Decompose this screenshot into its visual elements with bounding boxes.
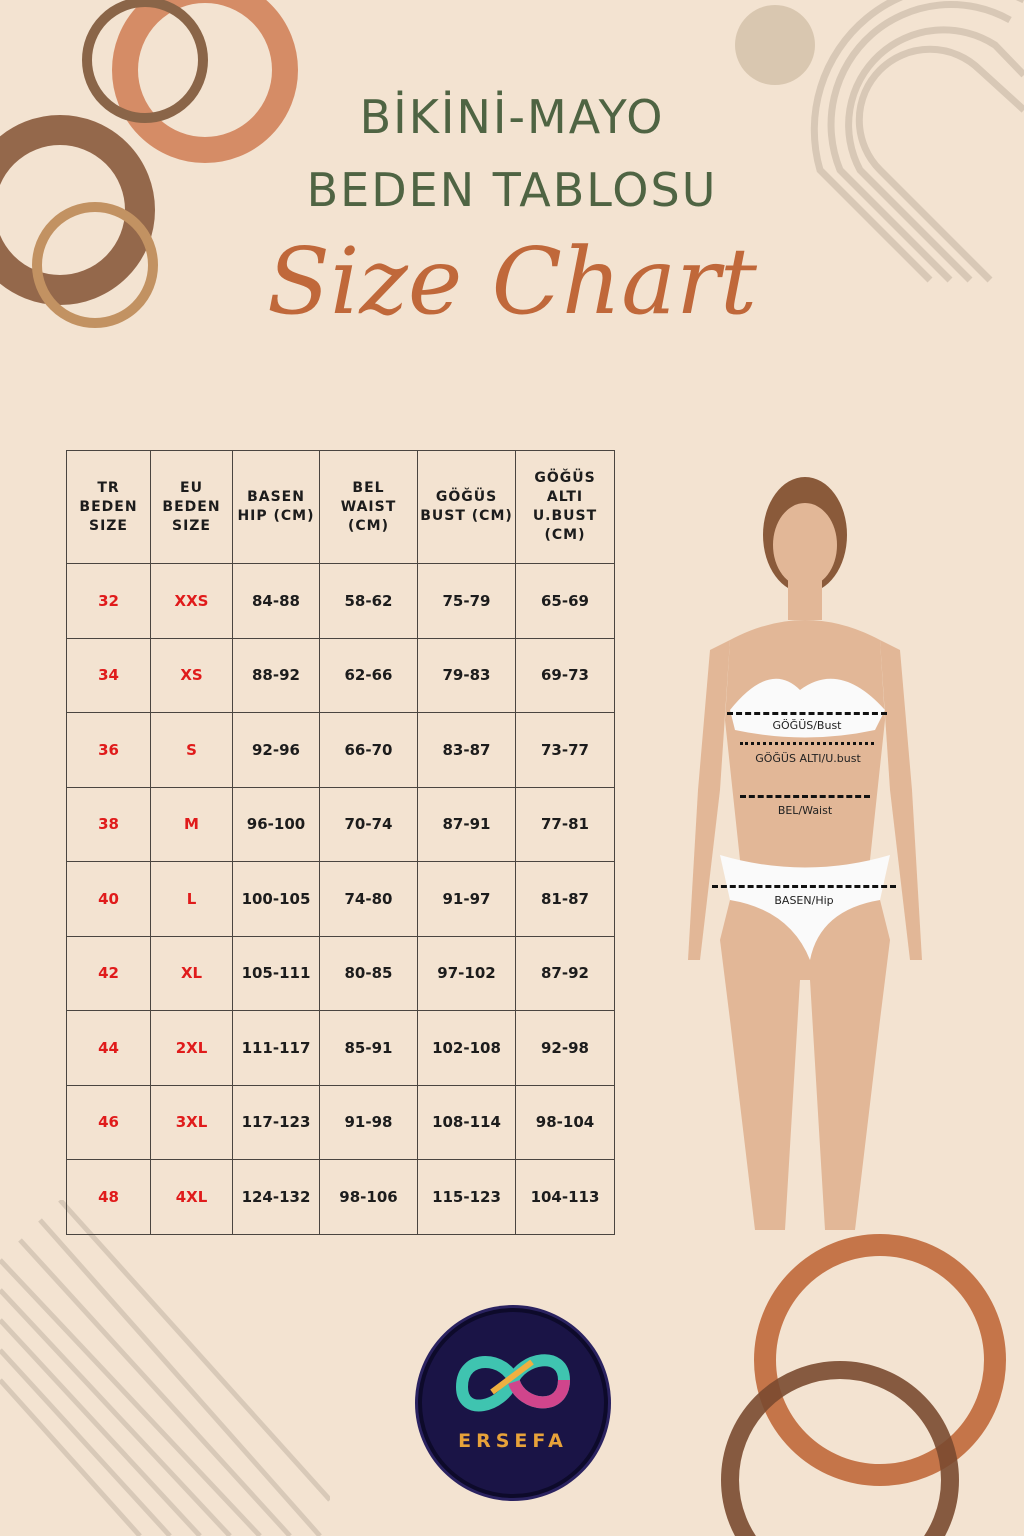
decorative-circles-bottom-right [721,1234,1006,1536]
table-row: 42 XL 105-111 80-85 97-102 87-92 [66,935,615,1011]
table-cell: 88-92 [232,637,320,713]
table-cell: 58-62 [319,563,418,639]
decorative-arches-top-right [735,0,1024,283]
table-cell: 83-87 [417,712,516,788]
table-row: 34 XS 88-92 62-66 79-83 69-73 [66,637,615,713]
underbust-line [740,742,874,745]
table-cell: M [150,786,233,862]
decorative-circles-top-left [0,0,298,328]
model-figure [688,477,922,1230]
column-header: GÖĞÜS BUST (CM) [417,450,516,564]
column-header: EU BEDEN SIZE [150,450,233,564]
table-cell: 91-97 [417,861,516,937]
title-line-2: BEDEN TABLOSU [306,163,718,217]
column-header: TR BEDEN SIZE [66,450,151,564]
table-cell: 105-111 [232,935,320,1011]
table-cell: 84-88 [232,563,320,639]
hip-label: BASEN/Hip [774,894,834,907]
table-cell: 66-70 [319,712,418,788]
table-row: 40 L 100-105 74-80 91-97 81-87 [66,861,615,937]
column-header: BEL WAIST (CM) [319,450,418,564]
waist-label: BEL/Waist [777,804,833,817]
table-cell: 3XL [150,1084,233,1160]
table-cell: 40 [66,861,151,937]
table-cell: 81-87 [515,861,615,937]
size-table: TR BEDEN SIZE EU BEDEN SIZE BASEN HIP (CM)… [66,450,615,1235]
table-cell: 98-106 [319,1159,418,1235]
underbust-label: GÖĞÜS ALTI/U.bust [755,752,861,765]
table-cell: 115-123 [417,1159,516,1235]
table-cell: 87-91 [417,786,516,862]
table-cell: 97-102 [417,935,516,1011]
table-cell: 98-104 [515,1084,615,1160]
hip-line [712,885,896,888]
waist-line [740,795,870,798]
title-line-1: BİKİNİ-MAYO [359,90,665,144]
table-cell: 73-77 [515,712,615,788]
table-row: 46 3XL 117-123 91-98 108-114 98-104 [66,1084,615,1160]
table-cell: XS [150,637,233,713]
table-cell: 69-73 [515,637,615,713]
column-header: BASEN HIP (CM) [232,450,320,564]
table-cell: 2XL [150,1010,233,1086]
table-cell: 124-132 [232,1159,320,1235]
table-cell: 62-66 [319,637,418,713]
table-row: 48 4XL 124-132 98-106 115-123 104-113 [66,1159,615,1235]
table-cell: 92-98 [515,1010,615,1086]
table-cell: 75-79 [417,563,516,639]
table-cell: 79-83 [417,637,516,713]
table-cell: 36 [66,712,151,788]
table-cell: 32 [66,563,151,639]
ersefa-logo: ERSEFA [418,1308,608,1498]
table-cell: 117-123 [232,1084,320,1160]
table-cell: 48 [66,1159,151,1235]
table-row: 38 M 96-100 70-74 87-91 77-81 [66,786,615,862]
table-row: 44 2XL 111-117 85-91 102-108 92-98 [66,1010,615,1086]
table-cell: 74-80 [319,861,418,937]
table-cell: 44 [66,1010,151,1086]
table-cell: 38 [66,786,151,862]
table-cell: 70-74 [319,786,418,862]
table-cell: 108-114 [417,1084,516,1160]
decorative-lines-bottom-left [0,1200,330,1536]
table-cell: 96-100 [232,786,320,862]
table-cell: L [150,861,233,937]
bust-line [727,712,887,715]
table-cell: 80-85 [319,935,418,1011]
table-cell: 77-81 [515,786,615,862]
table-cell: 46 [66,1084,151,1160]
table-cell: 91-98 [319,1084,418,1160]
logo-text: ERSEFA [458,1430,568,1452]
table-cell: 100-105 [232,861,320,937]
table-cell: XXS [150,563,233,639]
table-cell: 104-113 [515,1159,615,1235]
infinity-logo-icon [455,1354,571,1412]
table-cell: 92-96 [232,712,320,788]
table-cell: 111-117 [232,1010,320,1086]
table-cell: 34 [66,637,151,713]
script-title: Size Chart [266,228,758,335]
table-cell: 42 [66,935,151,1011]
bust-label: GÖĞÜS/Bust [772,719,842,732]
table-cell: XL [150,935,233,1011]
table-row: 32 XXS 84-88 58-62 75-79 65-69 [66,563,615,639]
table-cell: S [150,712,233,788]
table-row: 36 S 92-96 66-70 83-87 73-77 [66,712,615,788]
table-cell: 4XL [150,1159,233,1235]
column-header: GÖĞÜS ALTI U.BUST (CM) [515,450,615,564]
table-cell: 87-92 [515,935,615,1011]
table-cell: 102-108 [417,1010,516,1086]
table-cell: 65-69 [515,563,615,639]
table-cell: 85-91 [319,1010,418,1086]
